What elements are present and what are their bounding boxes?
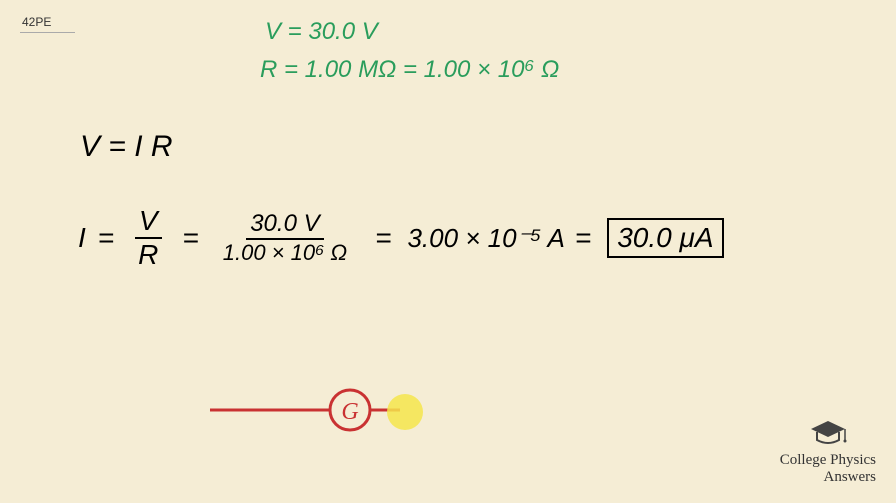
brand-line2: Answers bbox=[780, 469, 876, 486]
final-answer: 30.0 μA bbox=[617, 222, 713, 253]
final-answer-box: 30.0 μA bbox=[607, 218, 723, 258]
solution-lhs: I bbox=[78, 222, 86, 254]
equals-2: = bbox=[182, 222, 198, 254]
solution-line: I = V R = 30.0 V 1.00 × 10⁶ Ω = 3.00 × 1… bbox=[78, 205, 724, 271]
circuit-diagram: G bbox=[200, 370, 500, 450]
fraction-numeric: 30.0 V 1.00 × 10⁶ Ω bbox=[219, 210, 351, 266]
frac1-numerator: V bbox=[135, 205, 162, 239]
frac1-denominator: R bbox=[134, 239, 162, 271]
frac2-numerator: 30.0 V bbox=[246, 210, 323, 240]
ohms-law-formula: V = I R bbox=[80, 130, 173, 164]
problem-label: 42PE bbox=[22, 15, 51, 29]
intermediate-result: 3.00 × 10⁻⁵ A bbox=[407, 223, 564, 254]
given-resistance: R = 1.00 MΩ = 1.00 × 10⁶ Ω bbox=[260, 56, 559, 84]
brand-logo: College Physics Answers bbox=[780, 418, 876, 485]
graduation-cap-icon bbox=[807, 418, 849, 448]
given-voltage: V = 30.0 V bbox=[265, 18, 378, 46]
highlight-dot bbox=[387, 394, 423, 430]
brand-text: College Physics Answers bbox=[780, 452, 876, 485]
problem-underline bbox=[20, 32, 75, 33]
fraction-symbolic: V R bbox=[134, 205, 162, 271]
galvanometer-label: G bbox=[341, 399, 358, 425]
brand-line1: College Physics bbox=[780, 452, 876, 469]
equals-3: = bbox=[375, 222, 391, 254]
frac2-denominator: 1.00 × 10⁶ Ω bbox=[219, 240, 351, 266]
equals-1: = bbox=[98, 222, 114, 254]
equals-4: = bbox=[575, 222, 591, 254]
